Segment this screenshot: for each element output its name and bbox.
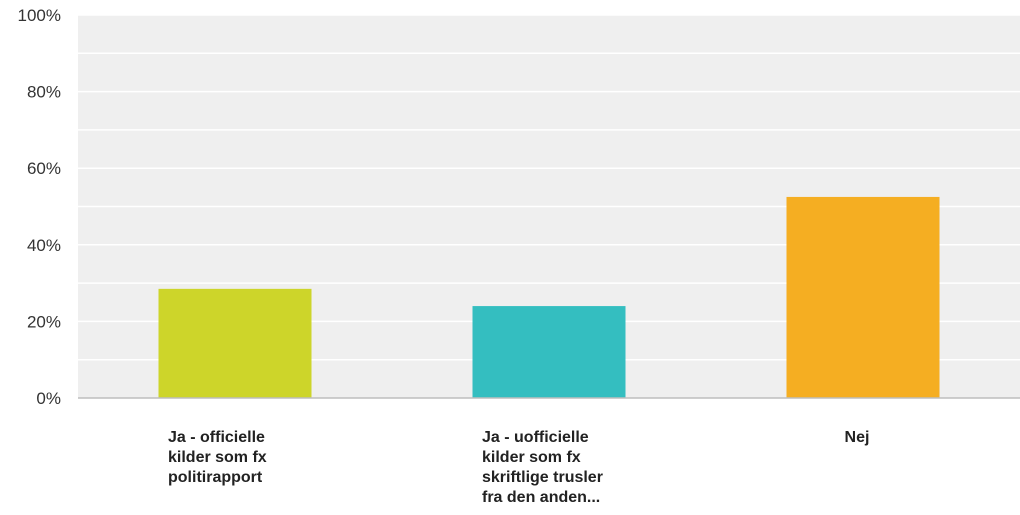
x-axis-labels: Ja - officielle kilder som fx politirappor… [168,429,869,506]
bars [158,196,940,398]
x-category-label-line: politirapport [168,469,263,486]
x-category-label: Ja - uofficielle kilder som fx skriftlige … [482,429,603,506]
x-category-label-line: Ja - uofficielle [482,429,589,446]
x-category-label: Nej [845,429,870,446]
y-tick-label: 60% [27,159,61,178]
bar[interactable] [786,196,940,398]
bar[interactable] [158,288,312,398]
y-tick-label: 80% [27,83,61,102]
y-tick-label: 0% [36,389,61,408]
x-category-label-line: kilder som fx [168,449,267,466]
y-tick-label: 20% [27,312,61,331]
y-tick-label: 100% [18,6,61,25]
x-category-label-line: Ja - officielle [168,429,265,446]
x-category-label: Ja - officielle kilder som fx politirappor… [168,429,267,486]
x-category-label-line: Nej [845,429,870,446]
bar[interactable] [472,306,626,398]
y-axis-ticks: 0% 20% 40% 60% 80% 100% [18,6,61,408]
x-category-label-line: fra den anden... [482,489,600,506]
x-category-label-line: kilder som fx [482,449,581,466]
y-tick-label: 40% [27,236,61,255]
x-category-label-line: skriftlige trusler [482,469,603,486]
